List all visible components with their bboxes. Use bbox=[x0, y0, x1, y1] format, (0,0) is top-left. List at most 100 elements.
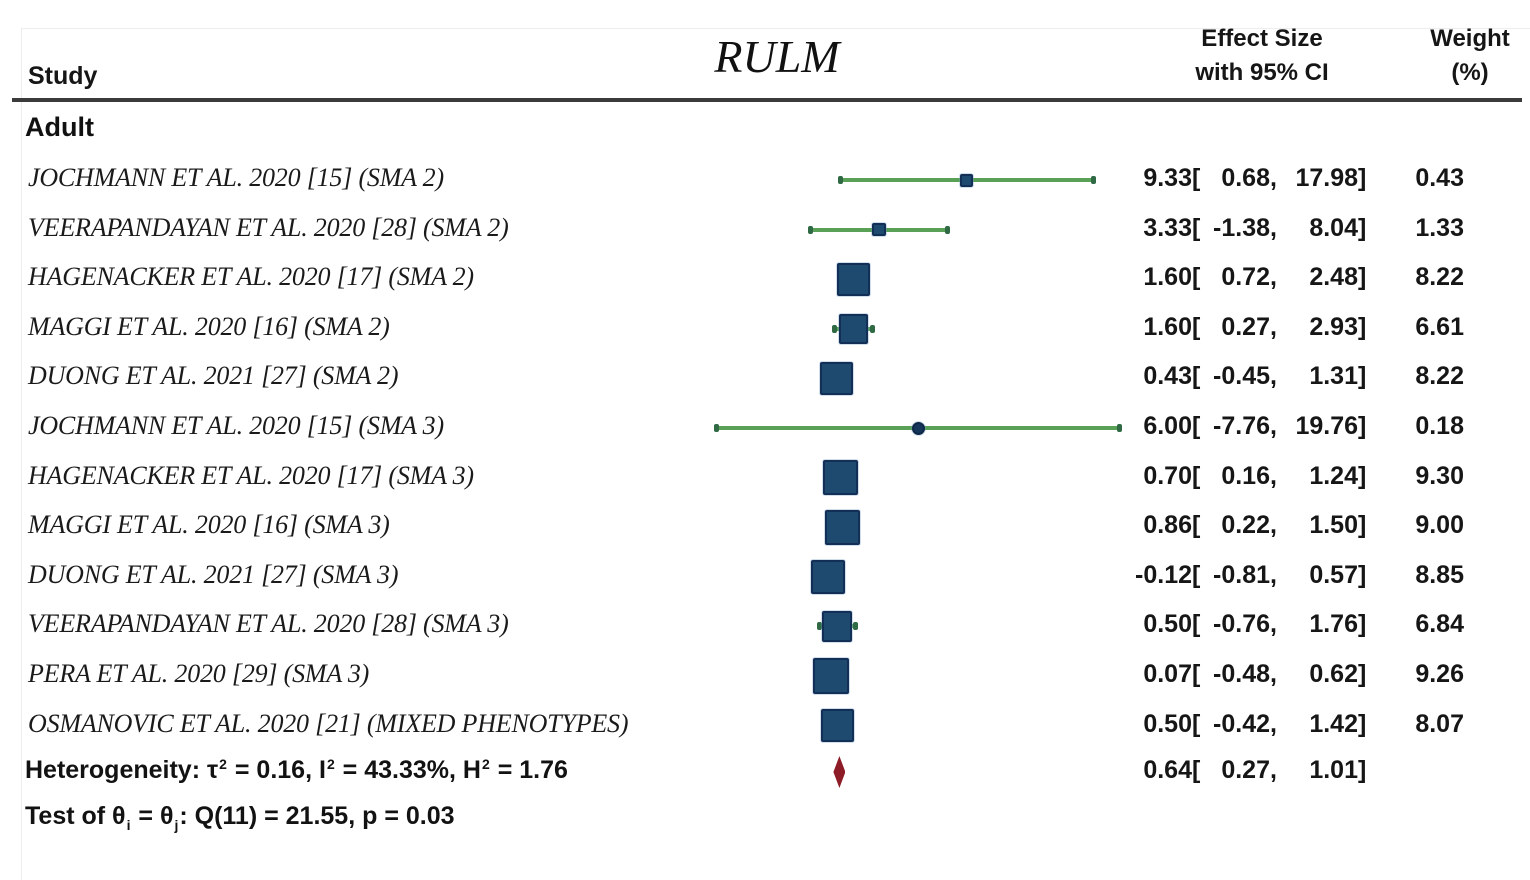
ci-upper-value: 1.01 bbox=[1309, 756, 1358, 784]
effect-size-ci-text: 1.60[0.72, 2.48] bbox=[1128, 263, 1370, 292]
stat-text: = θ bbox=[131, 802, 174, 830]
ci-lower-value: 0.27 bbox=[1221, 312, 1270, 341]
effect-marker bbox=[838, 313, 869, 344]
effect-marker bbox=[872, 222, 886, 237]
effect-size-ci-text: 0.86[0.22, 1.50] bbox=[1128, 511, 1370, 540]
close-bracket: ] bbox=[1358, 263, 1367, 292]
effect-size-header-line2: with 95% CI bbox=[1195, 59, 1329, 86]
effect-size-ci-text: 1.60[0.27, 2.93] bbox=[1128, 313, 1370, 342]
ci-lower-value: 0.68 bbox=[1221, 164, 1270, 192]
effect-marker bbox=[820, 709, 854, 743]
open-bracket: [ bbox=[1192, 412, 1201, 440]
ci-lower-value: -0.42 bbox=[1213, 709, 1270, 738]
effect-marker bbox=[813, 658, 849, 694]
study-label: MAGGI ET AL. 2020 [16] (SMA 2) bbox=[28, 311, 390, 341]
sub-text: j bbox=[174, 817, 179, 833]
sup-text: 2 bbox=[219, 756, 227, 772]
ci-cap-right bbox=[1090, 176, 1096, 184]
sup-text: 2 bbox=[326, 756, 335, 772]
study-label: JOCHMANN ET AL. 2020 [15] (SMA 2) bbox=[28, 163, 444, 192]
plot-title: RULM bbox=[714, 31, 840, 82]
stat-text: Test of θ bbox=[25, 802, 126, 830]
study-label: OSMANOVIC ET AL. 2020 [21] (MIXED PHENOT… bbox=[28, 708, 629, 738]
close-bracket: ] bbox=[1358, 756, 1367, 784]
close-bracket: ] bbox=[1358, 412, 1367, 440]
effect-size-value: 0.86 bbox=[1143, 511, 1192, 540]
column-header-effect-size: Effect Size with 95% CI bbox=[1195, 22, 1328, 90]
ci-comma: , bbox=[1270, 263, 1277, 292]
close-bracket: ] bbox=[1358, 362, 1367, 391]
study-label: PERA ET AL. 2020 [29] (SMA 3) bbox=[28, 659, 370, 688]
column-header-study: Study bbox=[28, 62, 98, 90]
ci-upper-value: 0.62 bbox=[1309, 660, 1358, 688]
ci-upper-value: 1.31 bbox=[1309, 362, 1358, 391]
open-bracket: [ bbox=[1192, 213, 1201, 242]
open-bracket: [ bbox=[1192, 610, 1201, 639]
weight-value: 8.85 bbox=[1415, 560, 1464, 589]
ci-lower-value: -0.48 bbox=[1213, 660, 1270, 688]
overall-diamond bbox=[833, 756, 846, 788]
weight-header-line1: Weight bbox=[1430, 25, 1510, 52]
ci-upper-value: 17.98 bbox=[1295, 164, 1358, 192]
effect-size-ci-text: 6.00[-7.76, 19.76] bbox=[1128, 412, 1370, 441]
effect-marker bbox=[825, 509, 861, 545]
heterogeneity-text: Heterogeneity: τ2 = 0.16, I2 = 43.33%, H… bbox=[25, 756, 568, 785]
ci-upper-value: 8.04 bbox=[1309, 213, 1358, 242]
weight-value: 6.61 bbox=[1415, 312, 1464, 341]
ci-lower-value: -0.81 bbox=[1213, 560, 1270, 589]
open-bracket: [ bbox=[1192, 660, 1201, 688]
effect-size-value: 0.64 bbox=[1143, 756, 1192, 784]
weight-value: 0.43 bbox=[1415, 164, 1464, 192]
sup-text: 2 bbox=[481, 756, 490, 772]
ci-comma: , bbox=[1270, 560, 1277, 589]
stat-text: Heterogeneity: τ bbox=[25, 756, 219, 784]
close-bracket: ] bbox=[1358, 511, 1367, 540]
weight-value: 8.07 bbox=[1415, 709, 1464, 738]
effect-size-ci-text: 0.70[0.16, 1.24] bbox=[1128, 462, 1370, 491]
open-bracket: [ bbox=[1192, 560, 1201, 589]
effect-marker bbox=[822, 459, 858, 496]
effect-size-value: 0.50 bbox=[1143, 709, 1192, 738]
ci-upper-value: 0.57 bbox=[1309, 560, 1358, 589]
weight-value: 6.84 bbox=[1415, 610, 1464, 639]
effect-size-ci-text: 9.33[0.68, 17.98] bbox=[1128, 164, 1370, 193]
close-bracket: ] bbox=[1358, 312, 1367, 341]
open-bracket: [ bbox=[1192, 312, 1201, 341]
weight-value: 9.30 bbox=[1415, 461, 1464, 490]
ci-upper-value: 2.93 bbox=[1309, 312, 1358, 341]
open-bracket: [ bbox=[1192, 511, 1201, 540]
ci-upper-value: 1.76 bbox=[1309, 610, 1358, 639]
weight-value: 8.22 bbox=[1415, 362, 1464, 391]
ci-comma: , bbox=[1270, 756, 1277, 784]
study-label: VEERAPANDAYAN ET AL. 2020 [28] (SMA 3) bbox=[28, 609, 509, 639]
ci-comma: , bbox=[1270, 164, 1277, 192]
open-bracket: [ bbox=[1192, 756, 1201, 784]
ci-cap-right bbox=[1117, 424, 1123, 432]
effect-marker bbox=[960, 173, 974, 187]
ci-cap-right bbox=[852, 622, 858, 631]
ci-cap-left bbox=[816, 622, 822, 631]
sub-text: i bbox=[126, 817, 131, 833]
effect-marker bbox=[836, 262, 871, 296]
effect-marker bbox=[819, 361, 853, 396]
ci-comma: , bbox=[1270, 213, 1277, 242]
ci-cap-left bbox=[807, 225, 813, 234]
ci-lower-value: -1.38 bbox=[1213, 213, 1270, 242]
effect-size-ci-text: 0.43[-0.45, 1.31] bbox=[1128, 362, 1370, 391]
close-bracket: ] bbox=[1358, 709, 1367, 738]
open-bracket: [ bbox=[1192, 362, 1201, 391]
ci-lower-value: 0.22 bbox=[1221, 511, 1270, 540]
open-bracket: [ bbox=[1192, 263, 1201, 292]
close-bracket: ] bbox=[1358, 560, 1367, 589]
close-bracket: ] bbox=[1358, 213, 1367, 242]
ci-lower-value: -0.76 bbox=[1213, 610, 1270, 639]
ci-cap-left bbox=[714, 424, 720, 432]
ci-lower-value: -7.76 bbox=[1213, 412, 1270, 440]
close-bracket: ] bbox=[1358, 461, 1367, 490]
effect-size-header-line1: Effect Size bbox=[1201, 25, 1323, 52]
effect-size-value: 6.00 bbox=[1143, 412, 1192, 440]
open-bracket: [ bbox=[1192, 461, 1201, 490]
ci-cap-right bbox=[945, 225, 951, 234]
effect-size-value: 0.07 bbox=[1143, 660, 1192, 688]
study-label: DUONG ET AL. 2021 [27] (SMA 3) bbox=[28, 559, 399, 589]
